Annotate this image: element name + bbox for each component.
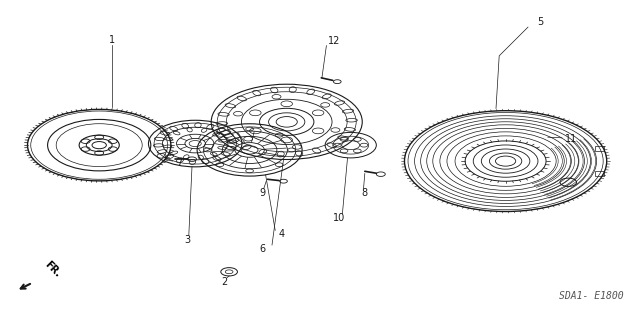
Text: 2: 2 xyxy=(221,277,227,287)
Text: 9: 9 xyxy=(259,188,266,198)
Text: 5: 5 xyxy=(538,17,544,27)
Text: 10: 10 xyxy=(333,212,346,223)
Text: SDA1- E1800: SDA1- E1800 xyxy=(559,292,624,301)
Text: 11: 11 xyxy=(564,134,577,144)
Text: FR.: FR. xyxy=(43,259,63,279)
Text: 3: 3 xyxy=(184,235,191,245)
Text: 4: 4 xyxy=(278,229,285,240)
Bar xyxy=(595,171,604,176)
Text: 12: 12 xyxy=(328,36,340,47)
Text: 7: 7 xyxy=(176,158,182,168)
Text: 1: 1 xyxy=(109,35,115,45)
Text: 6: 6 xyxy=(259,244,266,255)
Bar xyxy=(595,146,604,151)
Text: 8: 8 xyxy=(362,188,368,198)
